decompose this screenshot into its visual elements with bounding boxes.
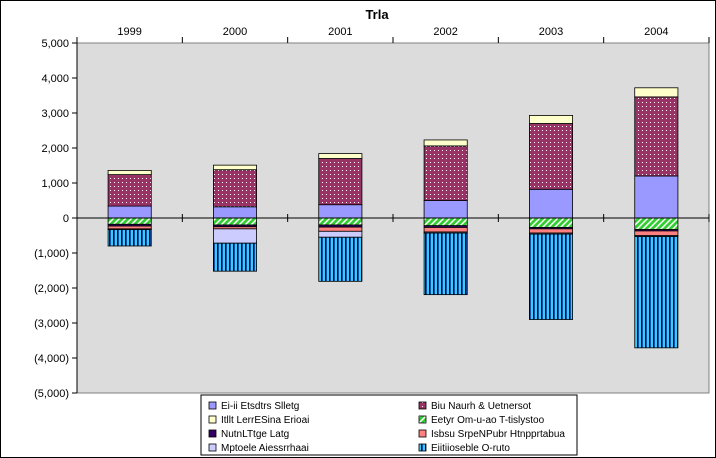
bar-segment-1999-series-8 [107, 229, 152, 247]
y-tick-label: 4,000 [41, 73, 69, 85]
bar-segment-2002-series-2 [423, 145, 468, 201]
chart-title: Trla [365, 7, 389, 22]
bar-segment-2001-series-1 [318, 204, 363, 219]
category-label-2004: 2004 [644, 26, 668, 38]
bar-segment-2002-series-6 [423, 227, 468, 233]
legend-label-1: Ei-ii Etsdtrs Slletg [221, 401, 299, 412]
legend-swatch-1 [208, 401, 217, 410]
bar-segment-2001-series-6 [318, 226, 363, 232]
bar-segment-2003-series-4 [529, 217, 573, 228]
legend-swatch-3 [208, 415, 217, 424]
y-tick-label: (5,000) [34, 388, 69, 400]
legend-swatch-2 [418, 401, 427, 410]
bar-segment-2000-series-2 [213, 169, 257, 208]
bar-segment-2000-series-3 [213, 164, 257, 171]
y-tick-label: 1,000 [41, 178, 69, 190]
bar-segment-2003-series-6 [529, 228, 573, 234]
legend-label-2: Biu Naurh & Uetnersot [431, 401, 531, 412]
legend-label-5: NutnLTtge Latg [221, 429, 289, 440]
bar-segment-2001-series-7 [318, 230, 363, 238]
bar-segment-2001-series-4 [318, 217, 363, 226]
legend-swatch-5 [208, 429, 217, 438]
bar-segment-2003-series-8 [529, 233, 573, 320]
bar-segment-2003-series-3 [529, 115, 573, 124]
bar-segment-1999-series-6 [107, 225, 152, 230]
bar-segment-2004-series-8 [634, 236, 679, 349]
bar-segment-2000-series-7 [213, 228, 257, 244]
bar-segment-2002-series-1 [423, 200, 468, 219]
category-label-2003: 2003 [539, 26, 563, 38]
bar-segment-1999-series-3 [107, 169, 152, 175]
y-tick-label: 3,000 [41, 108, 69, 120]
y-tick-label: (1,000) [34, 248, 69, 260]
bar-segment-2004-series-4 [634, 217, 679, 230]
legend-label-3: Itllt LerrESina Erioai [221, 415, 309, 426]
bar-segment-2003-series-1 [529, 188, 573, 219]
bar-segment-1999-series-1 [107, 205, 152, 219]
category-label-2001: 2001 [328, 26, 352, 38]
legend-label-4: Eetyr Om-u-ao T-tislystoo [431, 415, 545, 426]
bar-segment-1999-series-2 [107, 174, 152, 207]
bar-segment-2004-series-6 [634, 230, 679, 236]
category-label-1999: 1999 [117, 26, 141, 38]
legend-swatch-4 [418, 415, 427, 424]
legend-swatch-8 [418, 443, 427, 452]
bar-segment-2000-series-8 [213, 242, 257, 272]
bar-segment-2002-series-4 [423, 217, 468, 227]
bar-segment-2001-series-8 [318, 236, 363, 282]
bar-segment-2004-series-2 [634, 96, 679, 177]
bar-segment-2004-series-1 [634, 175, 679, 219]
bar-segment-2002-series-3 [423, 139, 468, 147]
y-tick-label: 0 [63, 213, 69, 225]
bar-segment-2004-series-3 [634, 87, 679, 98]
bar-segment-2000-series-1 [213, 206, 257, 219]
category-label-2002: 2002 [433, 26, 457, 38]
legend-swatch-7 [208, 443, 217, 452]
legend-label-7: Mptoele Aiessrrhaai [221, 443, 309, 454]
legend-label-8: Eiitiioseble O-ruto [431, 443, 510, 454]
category-label-2000: 2000 [223, 26, 247, 38]
bar-segment-2001-series-3 [318, 153, 363, 159]
y-tick-label: 2,000 [41, 143, 69, 155]
y-tick-label: (4,000) [34, 353, 69, 365]
bar-segment-2002-series-8 [423, 232, 468, 296]
legend-label-6: Isbsu SrpeNPubr Htnpprtabua [431, 429, 565, 440]
y-tick-label: (3,000) [34, 318, 69, 330]
legend-swatch-6 [418, 429, 427, 438]
bar-segment-2000-series-4 [213, 217, 257, 226]
bar-segment-2001-series-2 [318, 158, 363, 206]
y-tick-label: (2,000) [34, 283, 69, 295]
bar-segment-1999-series-4 [107, 217, 152, 225]
bar-segment-2003-series-2 [529, 123, 573, 190]
y-tick-label: 5,000 [41, 38, 69, 50]
legend-box [200, 394, 578, 456]
